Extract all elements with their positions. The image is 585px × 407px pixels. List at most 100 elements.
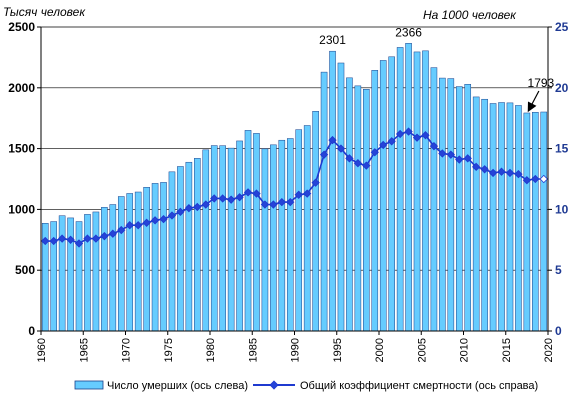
bar [295, 129, 303, 332]
x-tick-label: 2010 [459, 338, 471, 362]
bar [430, 67, 438, 332]
rate-marker [480, 165, 489, 174]
bar [84, 214, 91, 332]
annotation-label: 2366 [395, 25, 422, 39]
rate-marker [108, 229, 117, 238]
y-right-tick-label: 15 [555, 142, 569, 156]
annotation-label: 2301 [319, 33, 346, 47]
rate-marker [404, 127, 413, 136]
rate-marker [455, 155, 464, 164]
y-left-tick-label: 500 [15, 263, 35, 277]
rate-marker [125, 221, 134, 230]
rate-marker [260, 200, 270, 209]
rate-marker [91, 234, 101, 243]
bar [286, 138, 294, 332]
rate-marker [497, 167, 506, 176]
x-tick-label: 1965 [78, 338, 90, 362]
bar [413, 51, 421, 332]
bar [498, 102, 505, 332]
y-right-tick-label: 5 [555, 263, 562, 277]
bar [202, 149, 210, 332]
rate-marker [311, 178, 320, 187]
bar [109, 204, 117, 332]
rate-marker [429, 142, 439, 151]
legend-label-rate: Общий коэффициент смертности (ось справа… [300, 380, 538, 392]
rate-marker [184, 204, 194, 213]
bar [346, 77, 353, 332]
x-tick-label: 1975 [163, 338, 175, 362]
bar [447, 78, 455, 332]
x-tick-label: 1995 [332, 338, 344, 362]
axes [37, 26, 552, 335]
bar [464, 84, 472, 332]
rate-marker [303, 189, 312, 198]
x-tick-label: 1990 [290, 338, 302, 362]
left-axis-unit: Тысяч человек [3, 5, 86, 19]
tick-labels: 0 500 1000 1500 2000 2500 0 5 10 15 20 25 1960 1965 19… [8, 20, 568, 362]
bar [101, 207, 108, 332]
rate-marker [100, 231, 109, 241]
x-tick-label: 2015 [501, 338, 513, 362]
rate-marker [505, 168, 515, 178]
bar [320, 71, 328, 332]
bar [58, 215, 66, 332]
bar [337, 62, 345, 332]
rate-marker [353, 159, 363, 168]
rate-marker [252, 189, 261, 198]
rate-marker [218, 194, 227, 203]
bar [219, 145, 226, 332]
rate-marker [117, 225, 126, 235]
rate-marker [277, 197, 286, 207]
rate-marker [522, 176, 532, 185]
bar [253, 133, 260, 332]
rate-marker [83, 234, 92, 243]
bar [126, 193, 134, 332]
line-series [41, 127, 548, 248]
rate-marker [269, 200, 278, 209]
bar [117, 196, 125, 332]
rate-marker [319, 150, 329, 159]
rate-marker [294, 190, 303, 199]
bar [312, 111, 319, 332]
bar [303, 125, 311, 332]
bar [194, 158, 201, 332]
bar [388, 56, 395, 332]
right-axis-unit: На 1000 человек [423, 8, 517, 22]
rate-marker [345, 154, 354, 163]
bar [354, 85, 362, 332]
y-left-tick-label: 0 [28, 324, 35, 338]
rate-marker [395, 129, 405, 139]
bar [489, 103, 497, 332]
rate-marker [539, 174, 548, 184]
rate-marker [514, 169, 523, 179]
bar [244, 130, 252, 332]
y-right-tick-label: 25 [555, 20, 569, 34]
rate-marker [66, 235, 75, 244]
rate-marker [412, 133, 422, 142]
rate-marker [370, 148, 379, 157]
bar [515, 105, 522, 332]
x-tick-label: 1980 [205, 338, 217, 362]
rate-marker [201, 200, 210, 209]
x-tick-label: 1985 [247, 338, 259, 362]
bar [472, 96, 480, 332]
rate-marker [421, 131, 430, 140]
rate-marker [472, 162, 481, 172]
rate-marker [210, 194, 219, 203]
rate-marker [142, 218, 151, 227]
rate-marker [57, 234, 67, 243]
y-right-tick-label: 20 [555, 81, 569, 95]
gridlines [41, 26, 548, 271]
y-left-tick-label: 2000 [8, 81, 35, 95]
rate-marker [488, 168, 498, 178]
rate-marker [328, 135, 337, 145]
rate-marker [159, 214, 168, 224]
legend-label-deaths: Число умерших (ось слева) [107, 380, 248, 392]
rate-marker [243, 188, 253, 197]
rate-marker [150, 216, 160, 225]
rate-marker [49, 236, 58, 246]
rate-marker [74, 239, 84, 248]
y-right-tick-label: 10 [555, 202, 569, 216]
rate-marker [531, 174, 540, 184]
